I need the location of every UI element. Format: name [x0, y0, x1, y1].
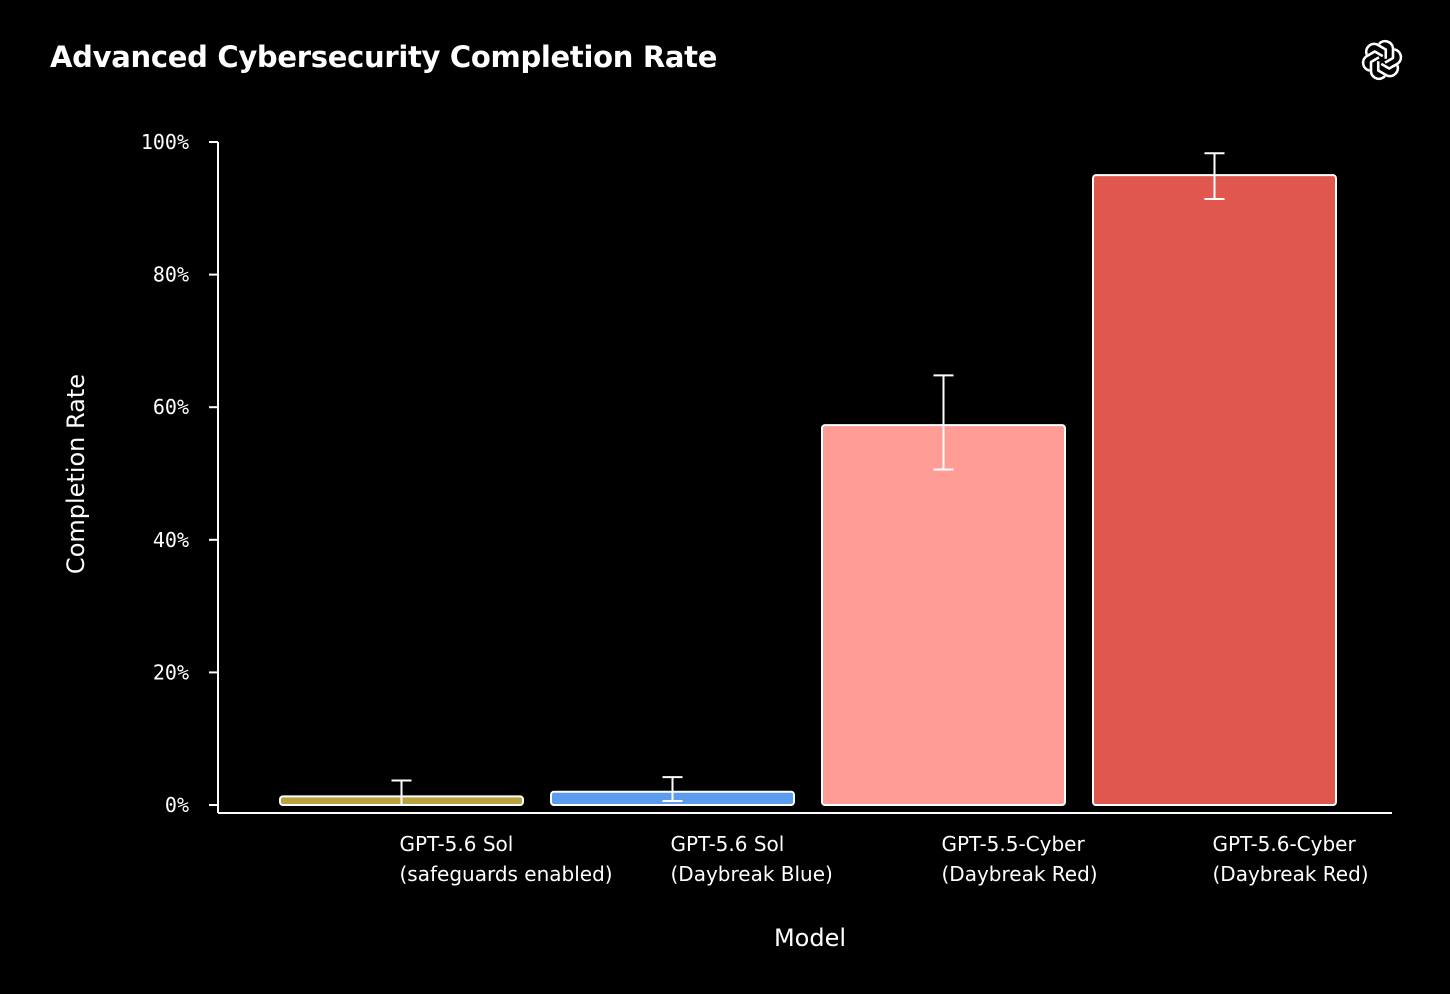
x-tick-label-line: GPT-5.6-Cyber [1213, 832, 1357, 856]
x-tick-label: GPT-5.5-Cyber (Daybreak Red) [942, 832, 1098, 886]
y-tick-label: 100% [141, 130, 189, 154]
y-tick-label: 20% [153, 660, 189, 684]
x-tick-label-line: GPT-5.5-Cyber [942, 832, 1086, 856]
y-tick-label: 40% [153, 528, 189, 552]
x-tick-label-line: (safeguards enabled) [400, 862, 613, 886]
error-bars [391, 152, 1225, 805]
category-labels: GPT-5.6 Sol (safeguards enabled)GPT-5.6 S… [400, 832, 1369, 886]
x-tick-label-line: GPT-5.6 Sol [400, 832, 514, 856]
y-tick-label: 60% [153, 395, 189, 419]
x-tick-label-line: GPT-5.6 Sol [671, 832, 785, 856]
bar [821, 424, 1066, 806]
bar [1092, 174, 1337, 806]
x-tick-label-line: (Daybreak Red) [1213, 862, 1369, 886]
y-axis-title: Completion Rate [62, 374, 90, 574]
bars [279, 174, 1337, 806]
x-tick-label-line: (Daybreak Blue) [671, 862, 833, 886]
y-tick-label: 80% [153, 263, 189, 287]
x-axis-title: Model [774, 924, 846, 952]
chart-title: Advanced Cybersecurity Completion Rate [50, 40, 718, 74]
openai-logo-icon [1360, 38, 1404, 82]
x-tick-label: GPT-5.6-Cyber (Daybreak Red) [1213, 832, 1369, 886]
x-tick-label: GPT-5.6 Sol (safeguards enabled) [400, 832, 613, 886]
y-axis: 0% 20% 40% 60% 80% 100% [141, 130, 219, 817]
x-tick-label-line: (Daybreak Red) [942, 862, 1098, 886]
x-tick-label: GPT-5.6 Sol (Daybreak Blue) [671, 832, 833, 886]
y-tick-label: 0% [165, 793, 189, 817]
